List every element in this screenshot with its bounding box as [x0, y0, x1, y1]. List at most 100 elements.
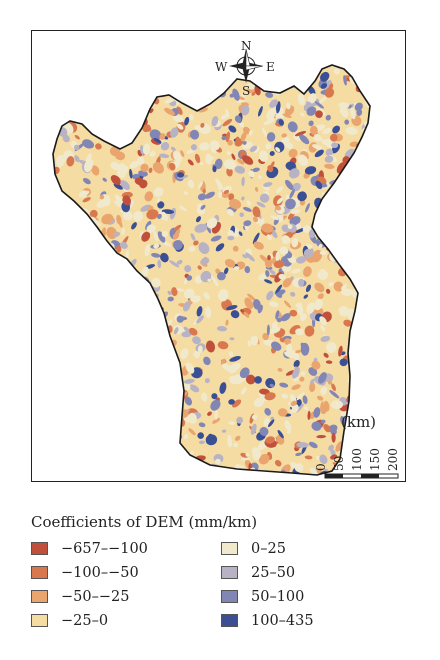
map-texture-patch — [225, 319, 229, 326]
map-texture-patch — [143, 233, 148, 240]
map-texture-patch — [160, 252, 169, 263]
map-texture-patch — [297, 154, 309, 167]
map-texture-patch — [104, 87, 113, 95]
map-texture-patch — [328, 444, 334, 451]
map-texture-patch — [254, 376, 262, 384]
map-texture-patch — [137, 362, 144, 373]
map-texture-patch — [320, 386, 328, 395]
map-texture-patch — [170, 146, 176, 151]
map-texture-patch — [355, 270, 365, 278]
map-texture-patch — [246, 200, 252, 206]
map-texture-patch — [353, 162, 358, 167]
map-texture-patch — [326, 218, 331, 224]
map-texture-patch — [71, 379, 76, 384]
map-texture-patch — [141, 451, 145, 460]
map-texture-patch — [187, 179, 195, 189]
map-texture-patch — [44, 273, 53, 280]
map-texture-patch — [145, 220, 152, 231]
map-texture-patch — [116, 214, 122, 225]
map-texture-patch — [307, 410, 311, 421]
map-texture-patch — [189, 384, 200, 393]
map-texture-patch — [357, 209, 369, 218]
map-texture-patch — [355, 256, 362, 265]
map-texture-patch — [142, 359, 147, 365]
map-texture-patch — [230, 310, 240, 319]
map-texture-patch — [359, 183, 368, 190]
map-texture-patch — [250, 335, 259, 346]
map-texture-patch — [318, 244, 323, 249]
map-texture-patch — [209, 140, 220, 151]
map-texture-patch — [82, 177, 91, 185]
map-texture-patch — [258, 453, 270, 465]
map-texture-patch — [248, 129, 253, 136]
map-texture-patch — [321, 207, 332, 217]
map-texture-patch — [205, 222, 212, 234]
map-texture-patch — [319, 316, 327, 326]
map-texture-patch — [131, 293, 135, 299]
map-texture-patch — [119, 70, 127, 77]
map-texture-patch — [295, 328, 305, 336]
map-texture-patch — [312, 144, 323, 150]
map-texture-patch — [324, 163, 335, 169]
map-texture-patch — [183, 326, 190, 332]
map-texture-patch — [67, 360, 74, 366]
map-texture-patch — [242, 155, 254, 165]
map-texture-patch — [297, 191, 307, 202]
map-texture-patch — [118, 351, 127, 359]
map-texture-patch — [79, 390, 87, 404]
map-texture-patch — [113, 101, 120, 108]
map-texture-patch — [181, 331, 192, 338]
map-texture-patch — [326, 342, 337, 353]
map-texture-patch — [318, 95, 329, 104]
map-texture-patch — [124, 91, 131, 100]
map-texture-patch — [67, 108, 75, 117]
map-texture-patch — [203, 356, 211, 366]
map-texture-patch — [369, 384, 379, 394]
map-texture-patch — [151, 252, 161, 258]
map-texture-patch — [44, 456, 50, 463]
map-texture-patch — [88, 267, 96, 275]
map-texture-patch — [351, 232, 363, 238]
map-texture-patch — [276, 317, 282, 323]
map-texture-patch — [65, 392, 73, 406]
legend-label: −100–−50 — [61, 564, 139, 581]
map-texture-patch — [176, 259, 183, 265]
map-texture-patch — [116, 309, 128, 318]
map-texture-patch — [360, 298, 370, 307]
map-texture-patch — [289, 216, 301, 226]
map-texture-patch — [64, 211, 73, 216]
map-texture-patch — [46, 196, 52, 206]
map-texture-patch — [141, 295, 150, 302]
map-texture-patch — [275, 186, 283, 194]
map-texture-patch — [239, 212, 244, 217]
map-texture-patch — [286, 102, 291, 110]
map-texture-patch — [252, 232, 260, 245]
map-texture-patch — [269, 475, 278, 482]
map-texture-patch — [96, 65, 102, 68]
map-texture-patch — [259, 193, 270, 203]
map-texture-patch — [65, 329, 72, 334]
map-texture-patch — [361, 65, 370, 73]
map-texture-patch — [92, 264, 104, 276]
map-texture-patch — [247, 293, 257, 302]
map-texture-patch — [92, 359, 97, 366]
map-texture-patch — [271, 107, 277, 115]
map-texture-patch — [135, 421, 145, 431]
map-texture-patch — [227, 230, 235, 237]
map-frame: N S E W (km) 0 50 100 150 200 — [31, 30, 406, 482]
map-texture-patch — [102, 365, 112, 376]
map-texture-patch — [217, 271, 226, 281]
map-texture-patch — [187, 159, 194, 166]
map-texture-patch — [269, 79, 277, 88]
map-texture-patch — [323, 400, 330, 412]
map-texture-patch — [122, 286, 135, 294]
map-texture-patch — [220, 114, 228, 120]
map-texture-patch — [367, 306, 370, 312]
map-texture-patch — [228, 421, 236, 425]
map-texture-patch — [369, 340, 381, 353]
map-texture-patch — [320, 71, 330, 82]
map-texture-patch — [112, 431, 119, 438]
map-texture-patch — [189, 113, 194, 121]
map-texture-patch — [343, 231, 347, 236]
map-texture-patch — [57, 210, 66, 218]
